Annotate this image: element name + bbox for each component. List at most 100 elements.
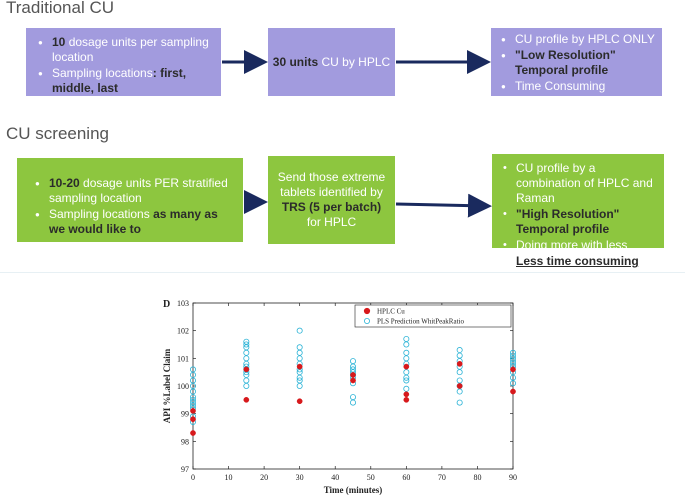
flow-arrows — [222, 50, 492, 218]
legend-hplc-marker — [363, 307, 371, 315]
pls-prediction-point — [403, 341, 410, 348]
screening-result-bullet-4: Less time consuming — [494, 254, 660, 269]
x-tick-label: 80 — [473, 473, 481, 482]
hplc-cu-point — [243, 396, 250, 403]
chart-axes: 0 10 20 30 40 50 60 70 80 90 97 98 99 100 101 102 103 Tim… — [162, 299, 517, 495]
pls-prediction-point — [243, 338, 250, 345]
traditional-units-text: dosage units per sampling location — [52, 35, 209, 64]
hplc-cu-point — [350, 377, 356, 384]
x-tick-label: 70 — [438, 473, 446, 482]
x-axis-label: Time (minutes) — [324, 485, 383, 495]
pls-prediction-point — [456, 347, 463, 354]
chart-legend: HPLC Cu PLS Prediction WhitPeakRatio — [354, 304, 512, 328]
pls-prediction-point — [243, 377, 250, 384]
traditional-units-count: 10 — [52, 35, 66, 49]
x-tick-label: 0 — [191, 473, 195, 482]
x-tick-label: 50 — [367, 473, 375, 482]
legend-pls-marker — [363, 317, 370, 324]
pls-prediction-point — [190, 396, 197, 403]
pls-prediction-point — [296, 349, 303, 356]
y-tick-label: 98 — [181, 437, 189, 446]
screening-locations-bullet: Sampling locations as many as we would l… — [27, 207, 237, 237]
cu-screening-title: CU screening — [6, 124, 109, 143]
traditional-hplc-text: CU by HPLC — [318, 54, 391, 69]
traditional-units-bullet: 10 dosage units per sampling location — [30, 35, 215, 65]
hplc-cu-point — [190, 416, 196, 423]
screening-trs-box: Send those extreme tablets identified by… — [268, 156, 395, 244]
hplc-cu-point — [456, 383, 463, 389]
hplc-cu-point — [403, 363, 410, 370]
pls-prediction-point — [243, 341, 250, 348]
pls-prediction-point — [296, 383, 303, 390]
pls-prediction-point — [243, 355, 250, 362]
hplc-cu-point — [190, 408, 196, 414]
section-divider — [0, 272, 685, 273]
pls-prediction-point — [403, 385, 410, 392]
pls-prediction-point — [403, 349, 410, 356]
pls-prediction-point — [403, 335, 410, 342]
pls-prediction-point — [349, 399, 356, 406]
screening-units-bullet: 10-20 dosage units PER stratified sampli… — [27, 176, 237, 206]
y-tick-label: 97 — [181, 465, 189, 474]
traditional-result-text-1: CU profile by HPLC ONLY — [515, 32, 655, 46]
traditional-result-text-3: Time Consuming — [515, 79, 606, 93]
panel-label: D — [163, 299, 170, 310]
x-tick-label: 90 — [509, 473, 517, 482]
hplc-cu-point — [243, 366, 250, 373]
hplc-cu-point — [510, 388, 516, 395]
screening-result-bullet-1: CU profile by a combination of HPLC and … — [494, 161, 660, 206]
traditional-result-bullet-3: Time Consuming — [493, 79, 658, 94]
screening-result-box: CU profile by a combination of HPLC and … — [492, 154, 664, 269]
traditional-result-bullet-1: CU profile by HPLC ONLY — [493, 32, 658, 47]
traditional-locations-values: first, middle, last — [52, 66, 187, 95]
y-tick-label: 100 — [177, 382, 189, 391]
pls-prediction-point — [190, 366, 197, 373]
x-tick-label: 40 — [331, 473, 339, 482]
y-tick-label: 99 — [181, 410, 189, 419]
pls-prediction-point — [509, 352, 516, 359]
pls-prediction-point — [403, 377, 410, 384]
traditional-hplc-box: 30 units CU by HPLC — [268, 28, 395, 96]
pls-prediction-point — [403, 355, 410, 362]
hplc-cu-point — [403, 396, 410, 403]
hplc-cu-point — [350, 372, 356, 378]
pls-prediction-point — [456, 399, 463, 406]
traditional-result-box: CU profile by HPLC ONLY "Low Resolution"… — [491, 28, 662, 96]
hplc-cu-point — [296, 363, 303, 370]
hplc-cu-point — [190, 430, 196, 436]
hplc-cu-point — [456, 361, 463, 367]
traditional-locations-label: Sampling locations — [52, 66, 153, 80]
chart-points — [190, 327, 516, 436]
screening-result-text-3: Doing more with less — [516, 238, 628, 252]
pls-prediction-point — [296, 377, 303, 384]
y-tick-label: 102 — [177, 327, 189, 336]
x-tick-label: 10 — [225, 473, 233, 482]
pls-prediction-point — [509, 349, 516, 356]
y-tick-label: 101 — [177, 354, 189, 363]
pls-prediction-point — [349, 358, 356, 365]
legend-pls-label: PLS Prediction WhitPeakRatio — [377, 318, 464, 326]
pls-prediction-point — [349, 394, 356, 401]
screening-trs-strong: TRS (5 per batch) — [281, 200, 382, 214]
traditional-locations-colon: : — [152, 66, 161, 80]
x-tick-label: 20 — [260, 473, 268, 482]
screening-locations-label: Sampling locations — [49, 207, 154, 221]
pls-prediction-point — [456, 388, 463, 395]
pls-prediction-point — [349, 366, 356, 373]
screening-arrow-2 — [395, 193, 492, 218]
legend-hplc-label: HPLC Cu — [377, 308, 405, 316]
traditional-cu-title: Traditional CU — [6, 0, 115, 17]
screening-trs-post: for HPLC — [306, 215, 357, 229]
hplc-cu-point — [296, 398, 303, 405]
traditional-locations-bullet: Sampling locations: first, middle, last — [30, 66, 215, 96]
traditional-result-text-2: "Low Resolution" Temporal profile — [515, 48, 616, 77]
screening-result-bullet-3: Doing more with less — [494, 238, 660, 253]
screening-locations-values: as many as we would like to — [49, 207, 218, 236]
pls-prediction-point — [243, 349, 250, 356]
pls-prediction-point — [456, 352, 463, 359]
pls-prediction-point — [403, 369, 410, 376]
screening-result-bullet-2: "High Resolution" Temporal profile — [494, 207, 660, 237]
screening-units-count: 10-20 — [49, 176, 80, 190]
screening-units-text: dosage units PER stratified sampling loc… — [49, 176, 228, 205]
cu-scatter-chart: 0 10 20 30 40 50 60 70 80 90 97 98 99 100 101 102 103 Tim… — [162, 299, 517, 495]
